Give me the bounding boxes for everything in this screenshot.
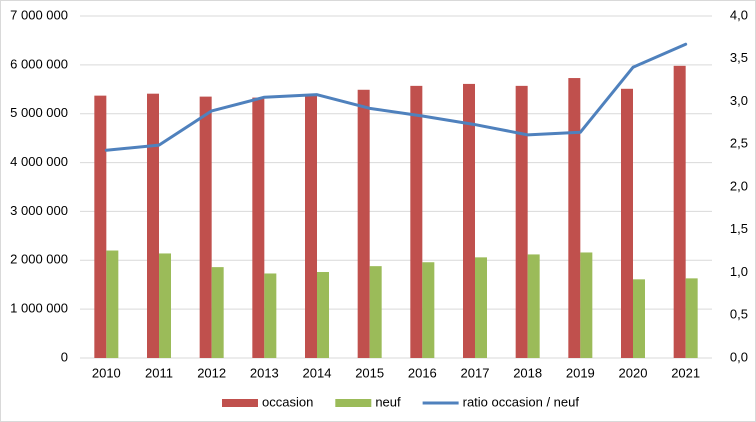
bar — [252, 97, 265, 358]
bar — [515, 85, 528, 358]
bar — [369, 266, 382, 358]
x-tick-label: 2019 — [566, 365, 595, 380]
bar — [159, 253, 171, 358]
line — [104, 42, 688, 152]
bar — [305, 94, 317, 358]
y2-tick-label: 4,0 — [730, 7, 748, 22]
y-tick-label: 0 — [61, 349, 68, 364]
bar — [94, 95, 107, 358]
bar — [685, 278, 698, 358]
bar — [463, 83, 475, 358]
y2-tick-label: 1,0 — [730, 264, 748, 279]
legend-label: neuf — [375, 394, 401, 409]
y2-tick-label: 0,0 — [730, 349, 748, 364]
y2-tick-label: 0,5 — [730, 307, 748, 322]
bar — [211, 267, 224, 358]
bar — [199, 96, 212, 358]
bar — [580, 252, 593, 358]
bar — [106, 250, 119, 358]
y-tick-label: 5 000 000 — [10, 105, 68, 120]
bar — [264, 273, 277, 358]
bar — [317, 272, 329, 358]
y-tick-label: 1 000 000 — [10, 301, 68, 316]
x-tick-label: 2014 — [303, 365, 332, 380]
y-tick-label: 6 000 000 — [10, 56, 68, 71]
legend-label: occasion — [262, 394, 313, 409]
x-tick-label: 2017 — [461, 365, 490, 380]
y2-tick-label: 3,0 — [730, 93, 748, 108]
bar — [621, 88, 633, 358]
y-tick-label: 4 000 000 — [10, 154, 68, 169]
bar — [357, 89, 370, 358]
y2-tick-label: 3,5 — [730, 50, 748, 65]
y-tick-label: 3 000 000 — [10, 203, 68, 218]
bar — [568, 78, 581, 358]
y2-tick-label: 2,5 — [730, 136, 748, 151]
bar — [633, 279, 645, 358]
bar — [527, 254, 540, 358]
legend-label: ratio occasion / neuf — [463, 394, 580, 409]
bar — [410, 85, 423, 358]
x-tick-label: 2015 — [355, 365, 384, 380]
x-tick-label: 2013 — [250, 365, 279, 380]
bar — [673, 65, 686, 358]
bar — [147, 93, 159, 358]
x-tick-label: 2018 — [513, 365, 542, 380]
x-tick-label: 2012 — [197, 365, 226, 380]
x-tick-label: 2011 — [145, 365, 173, 380]
y2-tick-label: 1,5 — [730, 221, 748, 236]
x-tick-label: 2010 — [92, 365, 121, 380]
legend-swatch — [335, 399, 372, 407]
bar — [422, 262, 435, 358]
x-tick-label: 2021 — [671, 365, 700, 380]
y-tick-label: 7 000 000 — [10, 7, 68, 22]
legend-swatch — [222, 399, 258, 407]
y2-tick-label: 2,0 — [730, 178, 748, 193]
y-tick-label: 2 000 000 — [10, 252, 68, 267]
x-tick-label: 2020 — [619, 365, 648, 380]
bar — [475, 257, 487, 358]
x-tick-label: 2016 — [408, 365, 437, 380]
